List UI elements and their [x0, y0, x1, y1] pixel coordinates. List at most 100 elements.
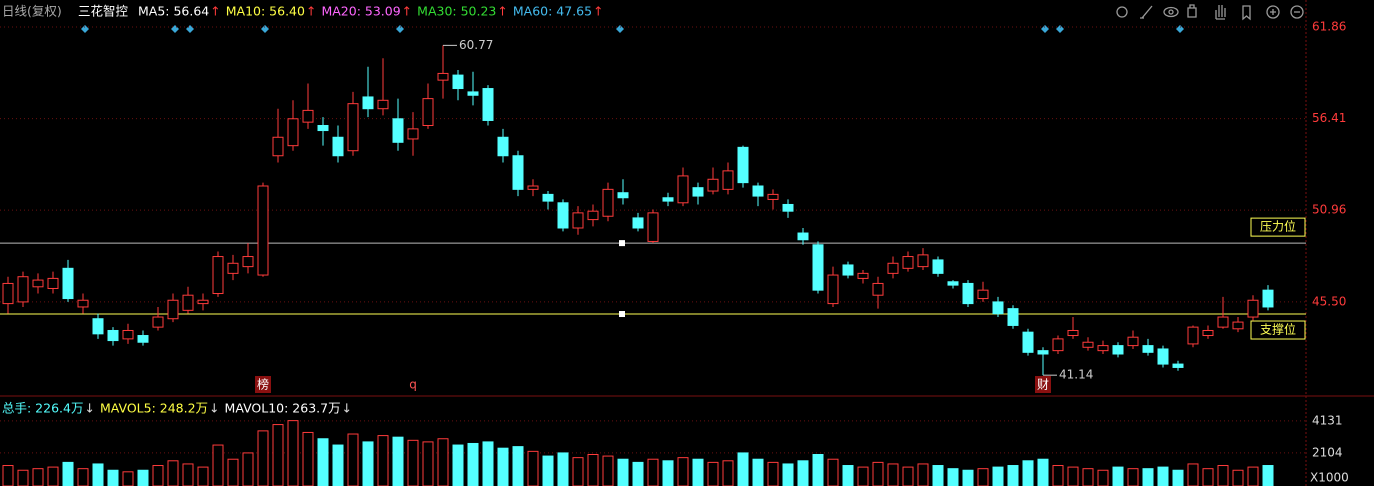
volume-bar: [257, 430, 269, 486]
candle-body: [512, 155, 524, 190]
volume-bar: [977, 468, 989, 486]
volume-bar: [272, 424, 284, 486]
indicator-arrow: ↑: [593, 4, 603, 19]
event-diamond[interactable]: [396, 25, 404, 33]
draw-icon[interactable]: [1140, 5, 1153, 19]
volume-bar: [827, 458, 839, 486]
indicator-text: MA60: 47.65: [513, 4, 592, 19]
candle-body: [302, 109, 314, 123]
volume-bar: [1262, 465, 1274, 486]
event-diamond[interactable]: [616, 25, 624, 33]
indicator-arrow: ↑: [210, 4, 220, 19]
indicator-text: MAVOL10: 263.7万: [225, 401, 341, 416]
volume-bar: [602, 455, 614, 486]
candle-body: [347, 103, 359, 152]
event-diamond[interactable]: [171, 25, 179, 33]
level-dot: [619, 240, 625, 247]
indicator-text: MA20: 53.09: [321, 4, 400, 19]
candle-body: [677, 175, 689, 204]
indicator-arrow: ↓: [209, 401, 219, 416]
candle-body: [707, 178, 719, 192]
low-label: 41.14: [1059, 368, 1093, 382]
candle-body: [602, 188, 614, 217]
candle-body: [782, 203, 794, 212]
indicator-arrow: ↑: [497, 4, 507, 19]
candle-body: [857, 272, 869, 279]
volume-bar: [452, 444, 464, 486]
volume-bar: [962, 469, 974, 486]
candle-body: [227, 262, 239, 274]
stock-name: 三花智控: [78, 4, 129, 19]
candle-body: [722, 170, 734, 190]
candle-body: [287, 118, 299, 147]
candle-body: [632, 217, 644, 229]
event-diamond[interactable]: [1041, 25, 1049, 33]
candle-body: [257, 185, 269, 276]
candle-body: [332, 136, 344, 157]
view-icon[interactable]: [1163, 6, 1179, 18]
candle-body: [1262, 289, 1274, 308]
volume-bar: [242, 452, 254, 486]
candle-body: [32, 279, 44, 288]
candle-body: [842, 264, 854, 276]
candle-body: [1052, 338, 1064, 352]
volume-bar: [797, 460, 809, 486]
candle-body: [932, 259, 944, 274]
volume-bar: [1157, 466, 1169, 486]
candle-body: [212, 256, 224, 295]
candle-body: [47, 277, 59, 289]
indicator-arrow: ↓: [342, 401, 352, 416]
level-dot: [619, 311, 625, 318]
volume-bar: [812, 453, 824, 486]
candle-body: [17, 276, 29, 303]
volume-bar: [437, 438, 449, 486]
volume-bar: [32, 468, 44, 486]
volume-bar: [227, 458, 239, 486]
indicator-arrow: ↑: [402, 4, 412, 19]
candle-body: [572, 212, 584, 229]
event-tag[interactable]: 榜: [257, 377, 269, 392]
volume-bar: [92, 463, 104, 486]
volume-bar: [1247, 466, 1259, 486]
candle-body: [62, 267, 74, 300]
candle-body: [1187, 326, 1199, 345]
candle-body: [962, 282, 974, 305]
candle-body: [152, 316, 164, 328]
volume-bar: [107, 469, 119, 486]
volume-bar: [152, 465, 164, 486]
event-diamond[interactable]: [81, 25, 89, 33]
candle-body: [2, 282, 14, 305]
y-tick-label: 4131: [1312, 413, 1343, 427]
candle-body: [1172, 363, 1184, 368]
volume-bar: [122, 471, 134, 486]
bookmark-icon[interactable]: [1242, 5, 1251, 21]
settings-icon[interactable]: [1116, 6, 1128, 18]
event-tag[interactable]: 财: [1037, 378, 1049, 392]
indicator-text: MAVOL5: 248.2万: [100, 401, 208, 416]
event-diamond[interactable]: [186, 25, 194, 33]
candle-body: [1037, 350, 1049, 355]
volume-bar: [617, 458, 629, 486]
level-label: 压力位: [1260, 219, 1296, 234]
volume-bar: [752, 458, 764, 486]
event-diamond[interactable]: [1056, 25, 1064, 33]
bag-icon[interactable]: [1187, 4, 1197, 18]
volume-bar: [647, 458, 659, 486]
volume-bar: [857, 466, 869, 486]
event-diamond[interactable]: [261, 25, 269, 33]
candle-body: [797, 232, 809, 241]
zoom-in-icon[interactable]: [1266, 5, 1280, 19]
view-icon-pupil: [1168, 9, 1174, 15]
zoom-out-icon[interactable]: [1290, 5, 1304, 19]
candle-body: [1082, 341, 1094, 348]
candle-body: [812, 244, 824, 291]
y-tick-label: 56.41: [1312, 111, 1346, 125]
hand-icon[interactable]: [1215, 5, 1226, 20]
indicator-text: MA30: 50.23: [417, 4, 496, 19]
event-tag[interactable]: q: [409, 378, 417, 392]
marker-box: [1035, 376, 1051, 393]
event-markers: [81, 25, 1184, 33]
volume-bar: [917, 463, 929, 486]
event-diamond[interactable]: [1176, 25, 1184, 33]
